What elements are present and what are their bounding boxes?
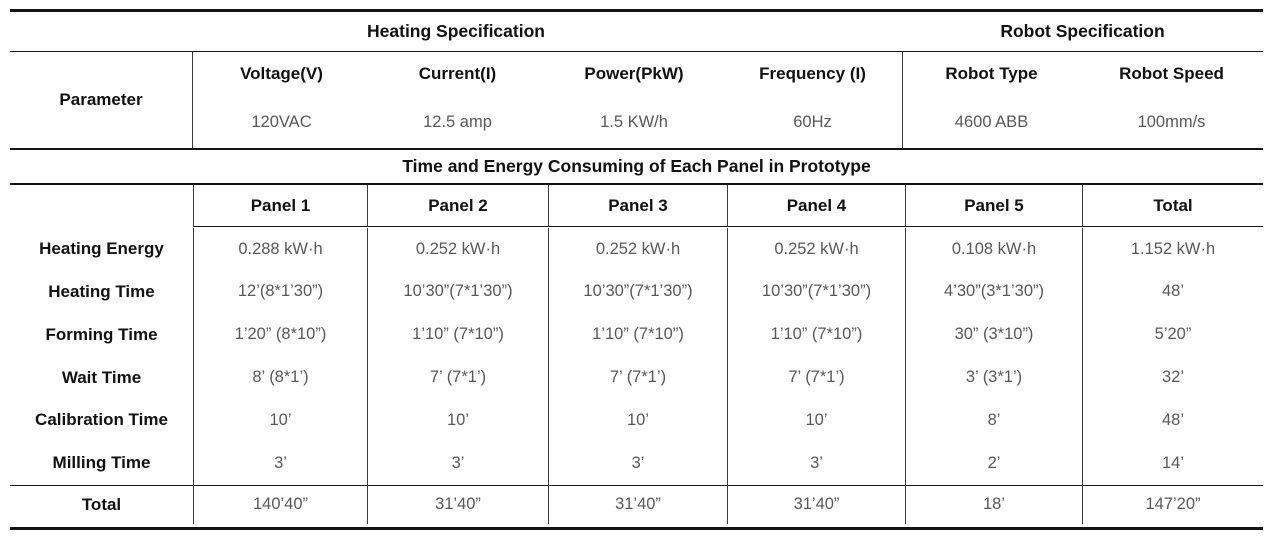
cell-value: 0.252 kW·h bbox=[548, 227, 727, 271]
row-label-forming-time: Forming Time bbox=[45, 324, 158, 344]
panel-col-header-total: Total bbox=[1082, 185, 1263, 227]
cell-value: 3’ (3*1’) bbox=[905, 356, 1082, 399]
row-label-wait-time: Wait Time bbox=[61, 367, 142, 387]
total-cell-value: 31’40” bbox=[727, 484, 905, 524]
cell-value: 10’ bbox=[193, 398, 367, 442]
total-cell-value: 147’20” bbox=[1082, 484, 1263, 524]
cell-value: 32’ bbox=[1082, 356, 1263, 399]
cell-value: 0.252 kW·h bbox=[727, 227, 905, 271]
parameter-row-label: Parameter bbox=[10, 52, 193, 148]
cell-value: 10’30”(7*1’30”) bbox=[548, 270, 727, 314]
spec-value-robot-type: 4600 ABB bbox=[902, 96, 1080, 148]
cell-value: 48’ bbox=[1082, 270, 1263, 314]
cell-value: 12’(8*1’30”) bbox=[193, 270, 367, 314]
spec-col-header-robot-type: Robot Type bbox=[902, 52, 1080, 96]
cell-value: 3’ bbox=[727, 441, 905, 485]
spec-value-power: 1.5 KW/h bbox=[600, 112, 668, 131]
heating-spec-header: Heating Specification bbox=[10, 12, 902, 52]
cell-value: 10’30”(7*1’30”) bbox=[727, 270, 905, 314]
cell-value: 4’30”(3*1’30”) bbox=[905, 270, 1082, 314]
cell-value: 3’ bbox=[193, 441, 367, 485]
panel-table-title: Time and Energy Consuming of Each Panel … bbox=[10, 150, 1263, 185]
panel-col-header-1: Panel 1 bbox=[193, 185, 367, 227]
spec-col-header-current: Current(I) bbox=[418, 64, 497, 83]
spec-col-header-robot-speed: Robot Speed bbox=[1119, 64, 1224, 83]
cell-value: 2’ bbox=[905, 441, 1082, 485]
cell-value: 30” (3*10”) bbox=[905, 313, 1082, 357]
total-cell-value: 18’ bbox=[905, 484, 1082, 524]
row-label-milling-time: Milling Time bbox=[52, 453, 151, 473]
cell-value: 1.152 kW·h bbox=[1082, 227, 1263, 271]
spec-value-voltage: 120VAC bbox=[251, 112, 312, 131]
spec-col-header-power: Power(PkW) bbox=[584, 64, 684, 83]
cell-value: 7’ (7*1’) bbox=[727, 356, 905, 399]
cell-value: 14’ bbox=[1082, 441, 1263, 485]
spec-value-current: 12.5 amp bbox=[423, 112, 492, 131]
total-cell-value: 140’40” bbox=[193, 484, 367, 524]
spec-value-frequency: 60Hz bbox=[793, 112, 832, 131]
spec-col-header-voltage: Voltage(V) bbox=[240, 64, 323, 83]
cell-value: 10’ bbox=[367, 398, 548, 442]
cell-value: 0.108 kW·h bbox=[905, 227, 1082, 271]
cell-value: 10’ bbox=[727, 398, 905, 442]
cell-value: 1’20” (8*10”) bbox=[193, 313, 367, 357]
cell-value: 1’10” (7*10”) bbox=[548, 313, 727, 357]
spec-value-robot-speed: 100mm/s bbox=[1137, 112, 1206, 131]
row-label-heating-time: Heating Time bbox=[48, 281, 155, 301]
total-cell-value: 31’40” bbox=[548, 484, 727, 524]
cell-value: 10’30”(7*1’30”) bbox=[367, 270, 548, 314]
panel-col-header-2: Panel 2 bbox=[367, 185, 548, 227]
panel-col-header-4: Panel 4 bbox=[727, 185, 905, 227]
panel-col-header-5: Panel 5 bbox=[905, 185, 1082, 227]
panel-col-header-3: Panel 3 bbox=[548, 185, 727, 227]
row-label-calibration-time: Calibration Time bbox=[35, 410, 168, 430]
spec-col-header-frequency: Frequency (I) bbox=[759, 64, 866, 83]
row-label-heating-energy: Heating Energy bbox=[39, 239, 164, 259]
cell-value: 8’ bbox=[905, 398, 1082, 442]
robot-spec-header: Robot Specification bbox=[902, 12, 1263, 52]
cell-value: 10’ bbox=[548, 398, 727, 442]
cell-value: 7’ (7*1’) bbox=[367, 356, 548, 399]
cell-value: 1’10” (7*10”) bbox=[367, 313, 548, 357]
specification-tables: Heating Specification Robot Specificatio… bbox=[10, 9, 1263, 531]
cell-value: 7’ (7*1’) bbox=[548, 356, 727, 399]
cell-value: 5’20” bbox=[1082, 313, 1263, 357]
cell-value: 3’ bbox=[367, 441, 548, 485]
cell-value: 0.252 kW·h bbox=[367, 227, 548, 271]
spec-table: Heating Specification Robot Specificatio… bbox=[10, 12, 1263, 150]
cell-value: 48’ bbox=[1082, 398, 1263, 442]
row-label-total: Total bbox=[10, 484, 193, 524]
cell-value: 3’ bbox=[548, 441, 727, 485]
cell-value: 8’ (8*1’) bbox=[193, 356, 367, 399]
cell-value: 1’10” (7*10”) bbox=[727, 313, 905, 357]
cell-value: 0.288 kW·h bbox=[193, 227, 367, 271]
panel-header-spacer bbox=[10, 185, 193, 227]
panel-table: Panel 1 Panel 2 Panel 3 Panel 4 Panel 5 … bbox=[10, 185, 1263, 531]
total-cell-value: 31’40” bbox=[367, 484, 548, 524]
